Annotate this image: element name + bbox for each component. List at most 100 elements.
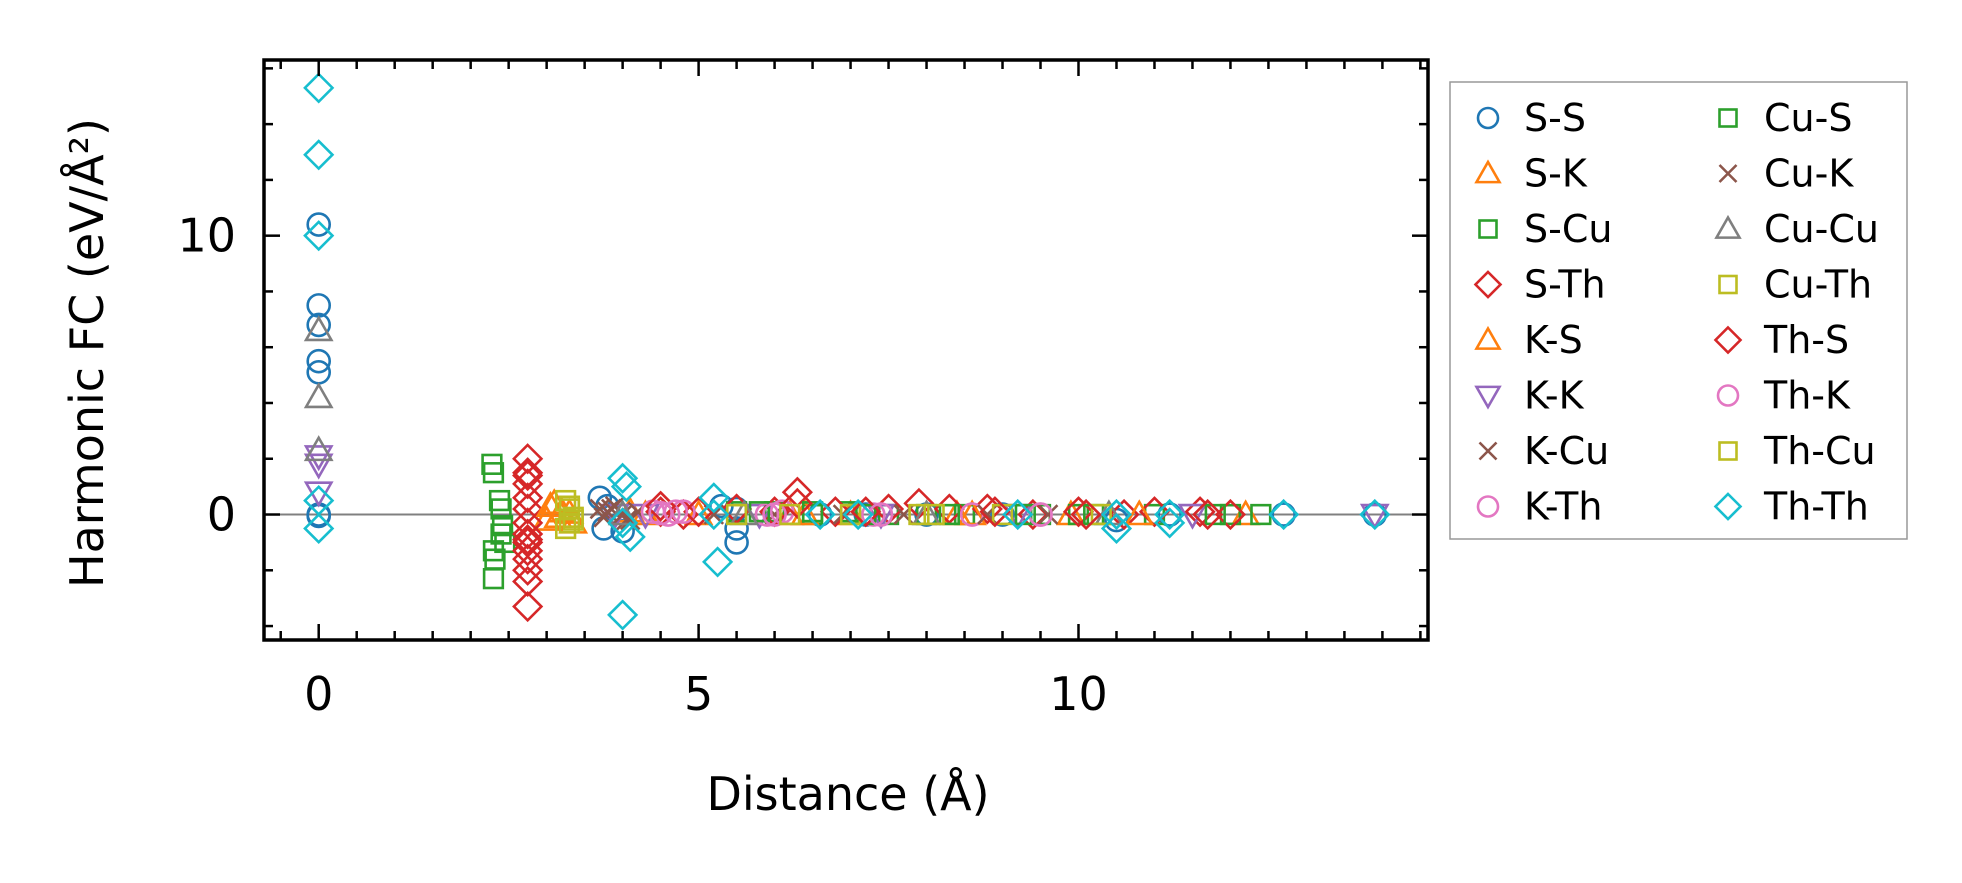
legend-label: K-Cu [1524, 429, 1609, 473]
data-point [908, 503, 930, 526]
legend-marker [1713, 492, 1743, 521]
data-point [1062, 496, 1095, 528]
legend-marker [1476, 106, 1500, 130]
data-point [512, 493, 544, 525]
legend-label: S-Cu [1524, 207, 1612, 251]
legend-marker [1474, 385, 1502, 410]
legend-label: Cu-Cu [1764, 207, 1879, 251]
data-point [1070, 498, 1102, 531]
data-point [512, 518, 544, 550]
data-point [1002, 498, 1034, 531]
legend-box [1449, 81, 1908, 540]
data-point [303, 139, 335, 171]
y-tick-label: 10 [177, 209, 236, 263]
legend-marker [1713, 325, 1743, 355]
data-point [558, 512, 581, 534]
legend-marker [1473, 270, 1503, 299]
y-tick-label: 0 [207, 488, 236, 542]
plot-area [264, 72, 1428, 631]
data-point [667, 498, 699, 531]
data-point [512, 457, 544, 489]
data-point [850, 496, 882, 528]
legend-label: S-Th [1524, 263, 1606, 307]
legend-label: Cu-Th [1764, 263, 1872, 307]
data-point [1014, 503, 1036, 526]
data-point [938, 503, 960, 526]
legend-label: K-Th [1524, 485, 1602, 529]
data-point [868, 502, 894, 527]
legend-label: Th-K [1763, 374, 1851, 418]
legend-marker [1718, 108, 1738, 128]
data-point [303, 220, 335, 252]
data-point [512, 443, 544, 475]
data-point [1090, 503, 1112, 526]
data-point [512, 524, 544, 556]
data-point [990, 502, 1015, 527]
data-point [482, 568, 505, 590]
legend-label: Cu-K [1764, 152, 1854, 196]
data-point [1154, 507, 1186, 539]
legend-marker [1718, 441, 1738, 461]
x-tick-label: 10 [1049, 667, 1108, 721]
data-point [1214, 498, 1247, 531]
data-point [512, 565, 544, 598]
data-point [781, 487, 813, 519]
y-axis-label: Harmonic FC (eV/Å²) [60, 118, 114, 588]
data-point [724, 530, 749, 555]
data-point [562, 509, 584, 531]
data-point [306, 312, 332, 338]
data-point [482, 462, 505, 484]
legend-marker [1474, 159, 1502, 184]
data-point [558, 495, 581, 517]
data-point [512, 482, 544, 514]
legend-label: Cu-S [1764, 96, 1852, 140]
data-point [607, 462, 639, 494]
data-point [923, 503, 945, 526]
data-point [1359, 503, 1390, 530]
data-point [303, 315, 334, 342]
series-Th-Cu [558, 495, 945, 531]
data-point [1100, 498, 1133, 531]
data-point [1177, 503, 1208, 530]
data-point [1124, 499, 1155, 526]
data-point [303, 512, 335, 545]
data-point [762, 502, 787, 527]
data-point [1204, 503, 1226, 526]
legend-label: S-K [1524, 152, 1588, 196]
axes: 0 5 10 0 10 [177, 58, 1430, 721]
legend-marker [1478, 219, 1498, 239]
legend-marker [1474, 325, 1502, 350]
data-point [1268, 498, 1300, 531]
legend-label: Th-Cu [1763, 429, 1876, 473]
data-point [1192, 498, 1224, 531]
legend-label: K-K [1524, 374, 1585, 418]
data-point [306, 212, 332, 237]
legend-marker [1716, 384, 1740, 407]
data-point [303, 453, 334, 480]
legend: S-S S-K S-Cu S-Th K-S K-K K-Cu K-Th Cu-S Cu-K Cu-C… [1449, 81, 1908, 540]
legend-label: K-S [1524, 318, 1583, 362]
series-Th-Th [303, 72, 1391, 631]
data-point [779, 503, 801, 526]
series-Th-K [648, 499, 1053, 527]
data-point [1154, 498, 1186, 531]
data-point [1157, 502, 1182, 527]
data-point [512, 459, 544, 492]
x-axis-label: Distance (Å) [706, 767, 989, 821]
legend-marker [1714, 214, 1742, 239]
data-point [957, 499, 988, 526]
data-point [306, 348, 332, 374]
data-point [607, 599, 639, 631]
data-point [698, 498, 730, 531]
data-point [702, 546, 734, 578]
data-point [303, 445, 334, 472]
data-point [839, 503, 862, 526]
data-point [1100, 512, 1133, 545]
legend-marker [1718, 274, 1738, 295]
legend-label: Th-S [1763, 318, 1849, 362]
data-point [842, 498, 874, 531]
data-point [512, 590, 544, 623]
data-point [979, 496, 1011, 528]
data-point [512, 554, 544, 586]
